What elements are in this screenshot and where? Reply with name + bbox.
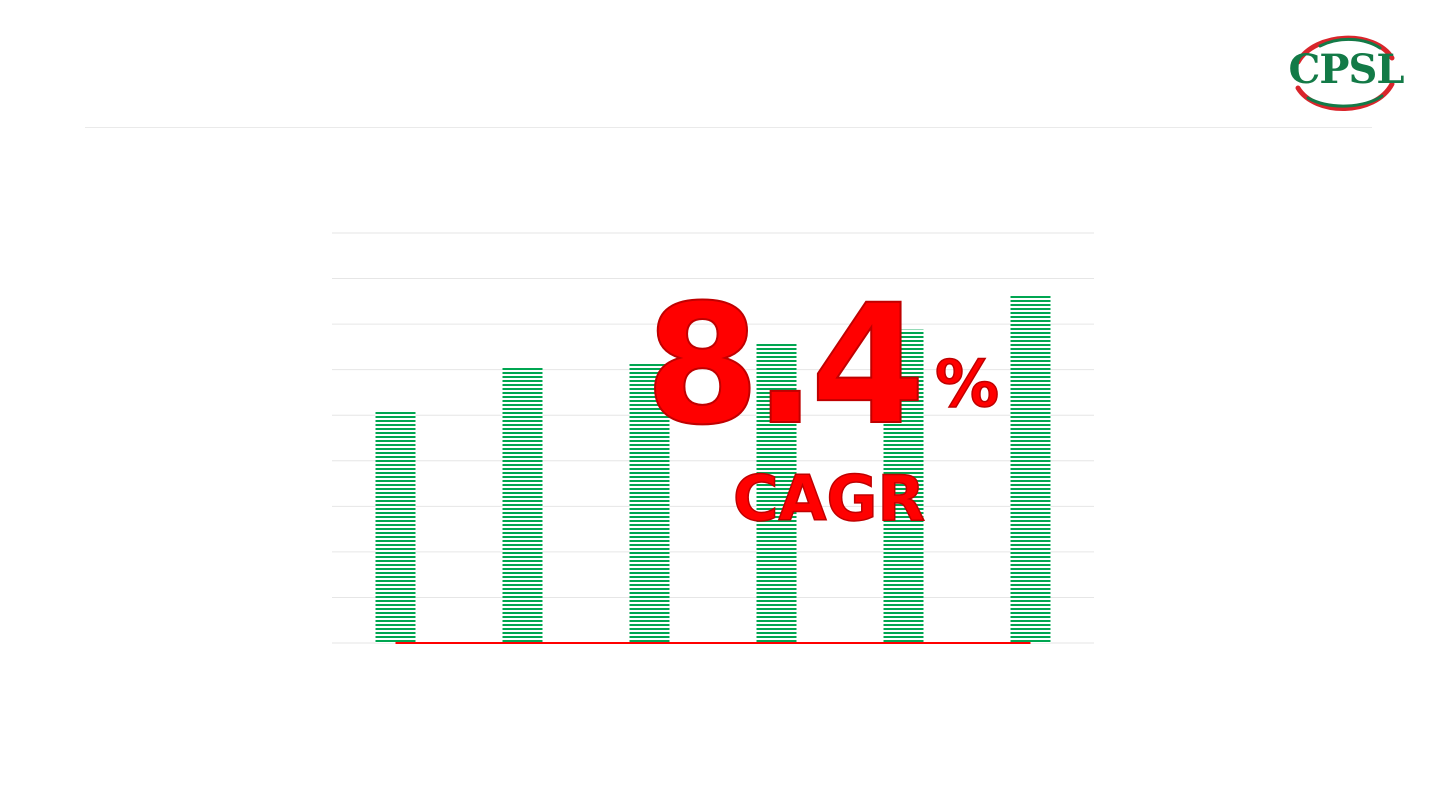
cagr-label: CAGR — [732, 462, 926, 535]
cagr-value: 8.4 — [644, 269, 926, 461]
cpsl-logo: CPSL — [1280, 32, 1410, 114]
bar — [375, 410, 416, 643]
bar — [756, 342, 797, 643]
cagr-callout: 8.4 % CAGR — [644, 269, 1025, 543]
logo-text: CPSL — [1288, 46, 1405, 93]
bar — [629, 362, 670, 643]
bar — [883, 329, 924, 643]
bar — [1010, 294, 1051, 643]
logo-swoosh-icon — [1295, 35, 1395, 111]
bar — [502, 366, 543, 643]
cagr-unit: % — [934, 348, 1000, 422]
header-divider — [85, 127, 1372, 128]
bars — [375, 294, 1051, 643]
